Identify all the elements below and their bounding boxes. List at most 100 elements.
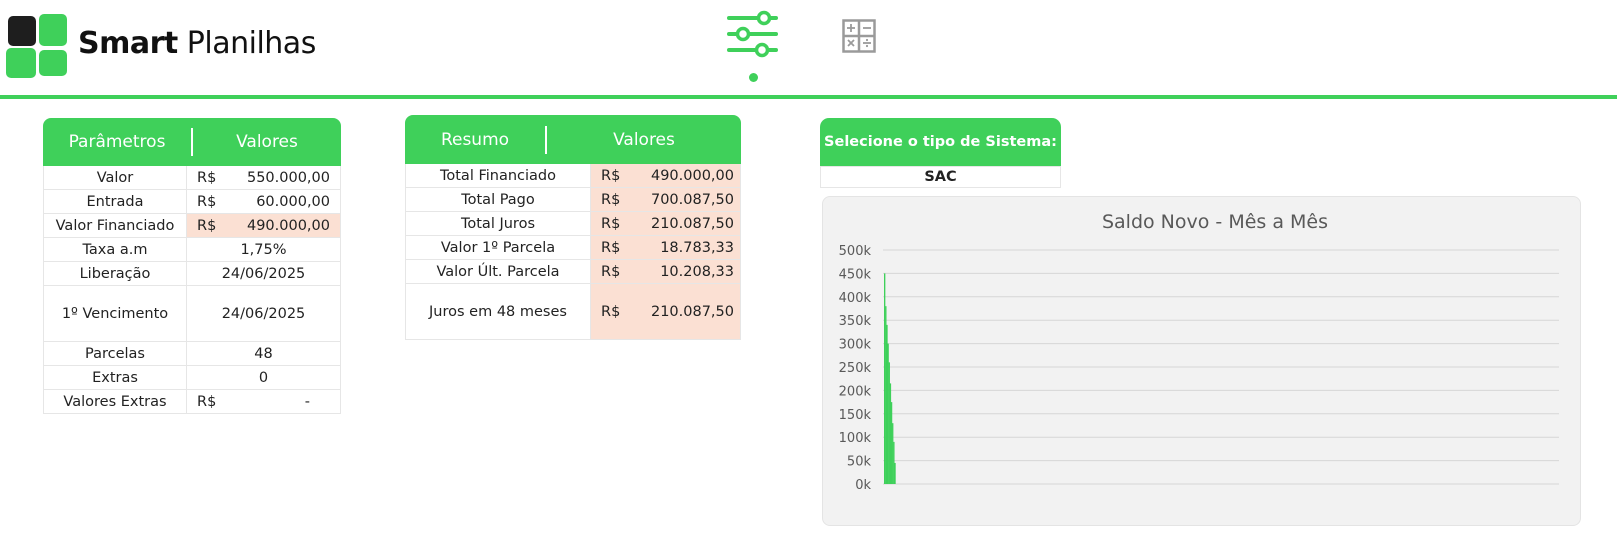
header-separator bbox=[545, 125, 547, 154]
y-tick-label: 400k bbox=[839, 291, 872, 306]
brand-name-bold: Smart bbox=[78, 26, 178, 61]
calculator-icon[interactable] bbox=[842, 19, 876, 53]
header-separator bbox=[191, 128, 193, 156]
resumo-table: Resumo Valores Total Financiado R$ 490.00… bbox=[405, 115, 741, 340]
value-text: 210.087,50 bbox=[650, 303, 734, 320]
row-value: R$ 700.087,50 bbox=[591, 188, 741, 211]
table-row: Valor Últ. Parcela R$ 10.208,33 bbox=[405, 260, 741, 284]
row-label: Total Juros bbox=[405, 212, 591, 235]
row-value[interactable]: 48 bbox=[187, 342, 341, 365]
table-row: Entrada R$ 60.000,00 bbox=[43, 190, 341, 214]
table-row: 1º Vencimento 24/06/2025 bbox=[43, 286, 341, 342]
value-text: - bbox=[304, 393, 310, 410]
chart-title: Saldo Novo - Mês a Mês bbox=[1102, 211, 1328, 233]
row-label: Extras bbox=[43, 366, 187, 389]
y-tick-label: 50k bbox=[847, 455, 872, 470]
saldo-chart: Saldo Novo - Mês a Mês 0k 50k 100k 150k 200k… bbox=[822, 196, 1581, 526]
table-row: Extras 0 bbox=[43, 366, 341, 390]
row-value[interactable]: 0 bbox=[187, 366, 341, 389]
resumo-header: Resumo Valores bbox=[405, 115, 741, 164]
sliders-icon[interactable] bbox=[726, 10, 778, 62]
parametros-table: Parâmetros Valores Valor R$ 550.000,00 En… bbox=[43, 118, 341, 414]
currency-symbol: R$ bbox=[197, 169, 217, 186]
row-label: Valor bbox=[43, 166, 187, 189]
table-row: Taxa a.m 1,75% bbox=[43, 238, 341, 262]
value-text: 10.208,33 bbox=[660, 263, 734, 280]
row-label: Total Pago bbox=[405, 188, 591, 211]
table-row: Total Financiado R$ 490.000,00 bbox=[405, 164, 741, 188]
resumo-header-values: Valores bbox=[613, 129, 675, 150]
row-label: Valor Financiado bbox=[43, 214, 187, 237]
y-tick-label: 300k bbox=[839, 338, 872, 353]
table-row: Juros em 48 meses R$ 210.087,50 bbox=[405, 284, 741, 340]
value-text: 490.000,00 bbox=[650, 167, 734, 184]
value-text: 210.087,50 bbox=[650, 215, 734, 232]
value-text: 700.087,50 bbox=[650, 191, 734, 208]
saldo-bar bbox=[894, 462, 896, 484]
table-row: Liberação 24/06/2025 bbox=[43, 262, 341, 286]
saldo-bar bbox=[890, 402, 893, 484]
table-row: Total Juros R$ 210.087,50 bbox=[405, 212, 741, 236]
smart-planilhas-logo bbox=[6, 14, 67, 78]
brand-name: Smart Planilhas bbox=[78, 26, 316, 61]
row-label: Valor 1º Parcela bbox=[405, 236, 591, 259]
table-row: Valores Extras R$ - bbox=[43, 390, 341, 414]
row-label: Liberação bbox=[43, 262, 187, 285]
saldo-chart-svg: Saldo Novo - Mês a Mês 0k 50k 100k 150k 200k… bbox=[839, 211, 1559, 493]
currency-symbol: R$ bbox=[197, 393, 217, 410]
row-value[interactable]: R$ 550.000,00 bbox=[187, 166, 341, 189]
row-value: R$ 210.087,50 bbox=[591, 212, 741, 235]
row-value: R$ 490.000,00 bbox=[591, 164, 741, 187]
row-value: R$ 210.087,50 bbox=[591, 284, 741, 339]
y-tick-label: 500k bbox=[839, 244, 872, 259]
chart-y-axis: 0k 50k 100k 150k 200k 250k 300k 350k 400k 450k 500… bbox=[839, 244, 872, 493]
logo-square-green-3 bbox=[39, 50, 67, 76]
saldo-bar bbox=[887, 343, 889, 484]
currency-symbol: R$ bbox=[601, 303, 621, 320]
saldo-bar bbox=[893, 441, 895, 484]
sistema-select[interactable]: SAC bbox=[820, 166, 1061, 188]
header-divider bbox=[0, 95, 1617, 99]
row-label: Total Financiado bbox=[405, 164, 591, 187]
row-label: Valor Últ. Parcela bbox=[405, 260, 591, 283]
row-label: Juros em 48 meses bbox=[405, 284, 591, 339]
logo-square-dark bbox=[8, 16, 36, 46]
currency-symbol: R$ bbox=[601, 167, 621, 184]
logo-square-green-2 bbox=[6, 48, 36, 78]
currency-symbol: R$ bbox=[601, 239, 621, 256]
row-label: Parcelas bbox=[43, 342, 187, 365]
sistema-label: Selecione o tipo de Sistema: bbox=[820, 118, 1061, 166]
currency-symbol: R$ bbox=[197, 217, 217, 234]
row-label: Entrada bbox=[43, 190, 187, 213]
y-tick-label: 0k bbox=[855, 478, 871, 493]
row-value[interactable]: R$ - bbox=[187, 390, 341, 413]
y-tick-label: 150k bbox=[839, 408, 872, 423]
table-row: Total Pago R$ 700.087,50 bbox=[405, 188, 741, 212]
saldo-bar bbox=[884, 273, 886, 484]
row-value[interactable]: 24/06/2025 bbox=[187, 286, 341, 341]
app-header: Smart Planilhas bbox=[0, 0, 1617, 99]
row-value: R$ 10.208,33 bbox=[591, 260, 741, 283]
parametros-header-label: Parâmetros bbox=[68, 132, 166, 152]
logo-square-green-1 bbox=[39, 14, 67, 46]
row-value: R$ 18.783,33 bbox=[591, 236, 741, 259]
table-row: Valor 1º Parcela R$ 18.783,33 bbox=[405, 236, 741, 260]
y-tick-label: 450k bbox=[839, 267, 872, 282]
saldo-bar bbox=[892, 423, 894, 484]
parametros-header: Parâmetros Valores bbox=[43, 118, 341, 166]
y-tick-label: 250k bbox=[839, 361, 872, 376]
value-text: 550.000,00 bbox=[246, 169, 330, 186]
currency-symbol: R$ bbox=[601, 191, 621, 208]
row-value[interactable]: 1,75% bbox=[187, 238, 341, 261]
resumo-header-label: Resumo bbox=[440, 129, 510, 150]
row-label: Taxa a.m bbox=[43, 238, 187, 261]
row-label: 1º Vencimento bbox=[43, 286, 187, 341]
value-text: 60.000,00 bbox=[256, 193, 330, 210]
row-value[interactable]: 24/06/2025 bbox=[187, 262, 341, 285]
chart-grid bbox=[883, 249, 1559, 485]
active-nav-indicator bbox=[749, 73, 758, 82]
value-text: 18.783,33 bbox=[660, 239, 734, 256]
saldo-bar bbox=[888, 362, 890, 484]
currency-symbol: R$ bbox=[197, 193, 217, 210]
row-value[interactable]: R$ 60.000,00 bbox=[187, 190, 341, 213]
